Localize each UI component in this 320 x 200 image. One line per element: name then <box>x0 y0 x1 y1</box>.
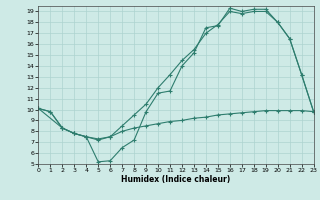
X-axis label: Humidex (Indice chaleur): Humidex (Indice chaleur) <box>121 175 231 184</box>
